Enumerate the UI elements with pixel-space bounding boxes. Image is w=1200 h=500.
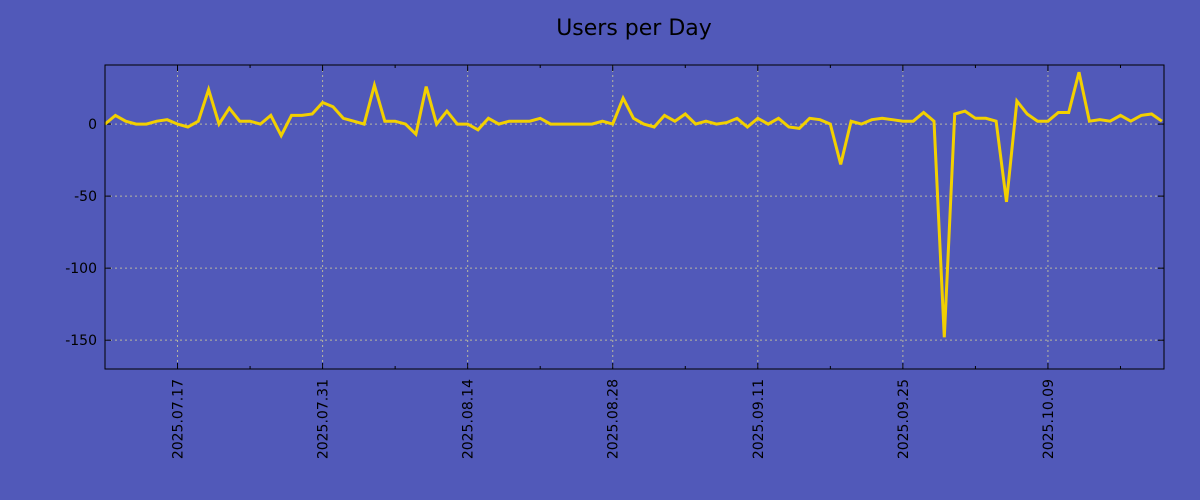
y-tick-label: 0 <box>88 117 97 133</box>
x-tick-label: 2025.09.25 <box>896 379 912 459</box>
chart-title: Users per Day <box>556 16 712 41</box>
y-tick-label: -100 <box>65 261 97 277</box>
x-tick-label: 2025.07.17 <box>171 379 187 459</box>
x-tick-label: 2025.08.28 <box>606 379 622 459</box>
series-line-users <box>104 71 1163 338</box>
y-tick-label: -50 <box>74 189 97 205</box>
x-tick-label: 2025.10.09 <box>1041 379 1057 459</box>
x-tick-label: 2025.09.11 <box>751 379 767 459</box>
plot-frame <box>104 64 1165 370</box>
x-tick-label: 2025.08.14 <box>461 379 477 459</box>
y-tick-label: -150 <box>65 333 97 349</box>
x-tick-label: 2025.07.31 <box>316 379 332 459</box>
